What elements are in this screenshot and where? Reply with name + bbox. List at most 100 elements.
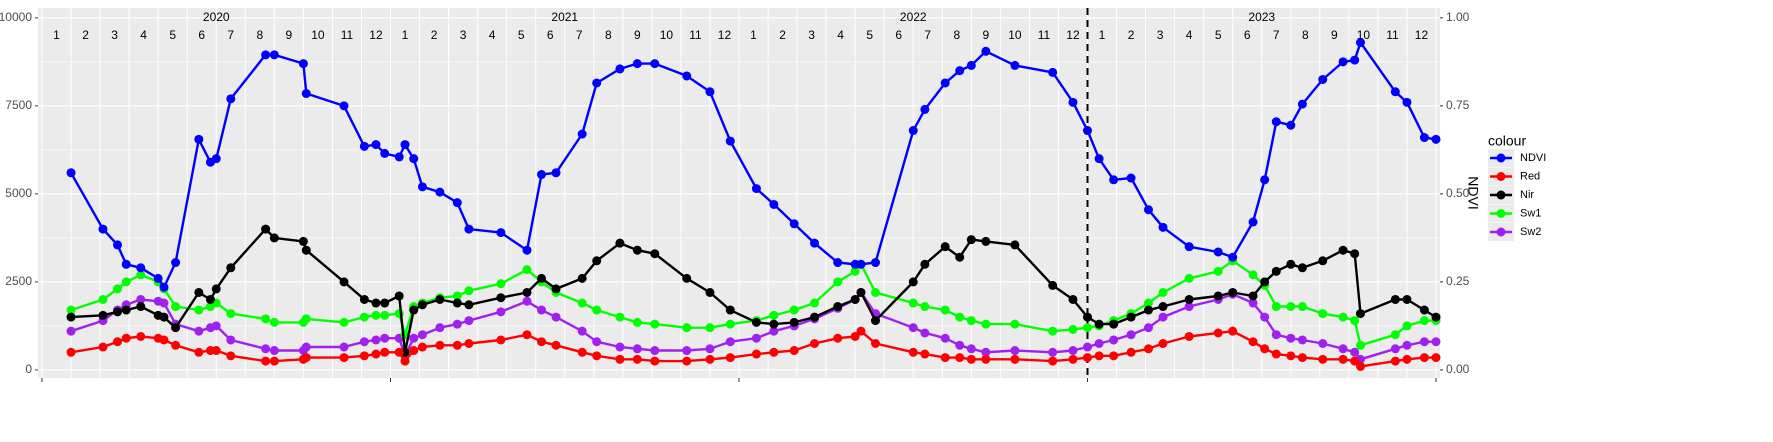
data-point bbox=[522, 245, 532, 255]
data-point bbox=[409, 346, 419, 356]
data-point bbox=[1260, 312, 1270, 322]
y2-tick-label: 0.50 bbox=[1446, 186, 1470, 200]
y-tick-label: 10000 bbox=[0, 10, 32, 24]
month-label: 12 bbox=[1415, 28, 1429, 42]
data-point bbox=[226, 335, 236, 345]
data-point bbox=[1390, 356, 1400, 366]
data-point bbox=[577, 273, 587, 283]
data-point bbox=[1109, 351, 1119, 361]
data-point bbox=[1184, 242, 1194, 252]
data-point bbox=[981, 319, 991, 329]
data-point bbox=[98, 342, 108, 352]
data-point bbox=[705, 287, 715, 297]
data-point bbox=[380, 347, 390, 357]
data-point bbox=[1126, 312, 1136, 322]
legend-label: Red bbox=[1520, 170, 1540, 182]
month-label: 8 bbox=[953, 28, 960, 42]
data-point bbox=[615, 238, 625, 248]
data-point bbox=[359, 312, 369, 322]
data-point bbox=[1350, 249, 1360, 259]
data-point bbox=[1228, 287, 1238, 297]
data-point bbox=[870, 338, 880, 348]
data-point bbox=[810, 338, 820, 348]
data-point bbox=[1213, 328, 1223, 338]
data-point bbox=[435, 187, 445, 197]
data-point bbox=[261, 50, 271, 60]
data-point bbox=[159, 312, 169, 322]
data-point bbox=[1297, 263, 1307, 273]
data-point bbox=[1297, 335, 1307, 345]
data-point bbox=[1068, 354, 1078, 364]
month-label: 9 bbox=[286, 28, 293, 42]
data-point bbox=[1318, 256, 1328, 266]
data-point bbox=[908, 323, 918, 333]
month-label: 5 bbox=[866, 28, 873, 42]
data-point bbox=[940, 242, 950, 252]
data-point bbox=[920, 259, 930, 269]
data-point bbox=[615, 342, 625, 352]
month-label: 11 bbox=[689, 28, 702, 42]
month-label: 2 bbox=[779, 28, 786, 42]
data-point bbox=[211, 154, 221, 164]
data-point bbox=[850, 331, 860, 341]
y-tick-label: 2500 bbox=[5, 274, 32, 288]
data-point bbox=[339, 101, 349, 111]
data-point bbox=[1402, 354, 1412, 364]
data-point bbox=[650, 249, 660, 259]
data-point bbox=[409, 154, 419, 164]
legend-item: NDVI bbox=[1488, 149, 1546, 167]
data-point bbox=[1248, 291, 1258, 301]
data-point bbox=[615, 312, 625, 322]
data-point bbox=[394, 291, 404, 301]
data-point bbox=[496, 307, 506, 317]
data-point bbox=[1109, 175, 1119, 185]
data-point bbox=[1094, 338, 1104, 348]
data-point bbox=[577, 326, 587, 336]
month-label: 7 bbox=[924, 28, 931, 42]
month-label: 9 bbox=[634, 28, 641, 42]
data-point bbox=[725, 353, 735, 363]
data-point bbox=[1318, 354, 1328, 364]
data-point bbox=[464, 286, 474, 296]
y-tick-label: 0 bbox=[25, 362, 32, 376]
data-point bbox=[1083, 126, 1092, 136]
data-point bbox=[226, 263, 236, 273]
data-point bbox=[298, 59, 308, 69]
data-point bbox=[121, 259, 131, 269]
data-point bbox=[153, 273, 163, 283]
data-point bbox=[380, 148, 390, 158]
data-point bbox=[725, 319, 735, 329]
data-point bbox=[171, 340, 181, 350]
data-point bbox=[98, 224, 108, 234]
data-point bbox=[1355, 38, 1365, 48]
data-point bbox=[409, 305, 419, 315]
data-point bbox=[371, 298, 381, 308]
data-point bbox=[632, 344, 642, 354]
data-point bbox=[66, 312, 76, 322]
data-point bbox=[856, 287, 866, 297]
month-label: 6 bbox=[1244, 28, 1251, 42]
data-point bbox=[1083, 312, 1092, 322]
month-label: 4 bbox=[837, 28, 844, 42]
data-point bbox=[1048, 347, 1058, 357]
data-point bbox=[966, 60, 976, 70]
data-point bbox=[496, 293, 506, 303]
data-point bbox=[1184, 331, 1194, 341]
data-point bbox=[833, 333, 843, 343]
data-point bbox=[136, 302, 146, 312]
data-point bbox=[537, 273, 547, 283]
data-point bbox=[856, 326, 866, 336]
month-label: 4 bbox=[489, 28, 496, 42]
data-point bbox=[577, 129, 587, 139]
data-point bbox=[1338, 354, 1348, 364]
data-point bbox=[1184, 302, 1194, 312]
data-point bbox=[551, 340, 561, 350]
data-point bbox=[1297, 99, 1307, 109]
data-point bbox=[1419, 337, 1429, 347]
month-label: 4 bbox=[140, 28, 147, 42]
data-point bbox=[725, 136, 735, 146]
data-point bbox=[850, 294, 860, 304]
y2-tick-label: 0.75 bbox=[1446, 98, 1470, 112]
month-label: 1 bbox=[1099, 28, 1106, 42]
